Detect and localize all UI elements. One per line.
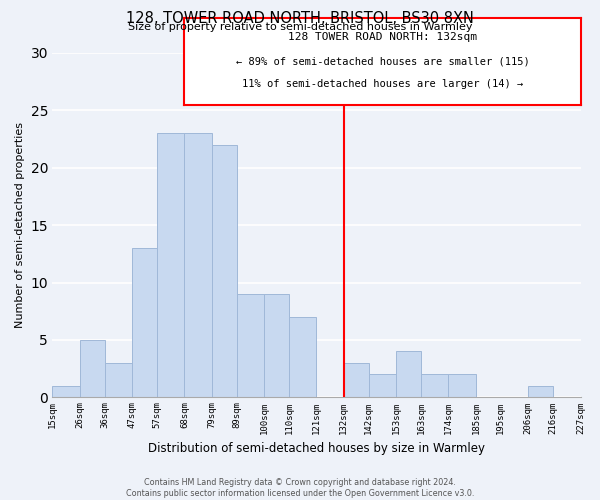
Bar (264, 294, 289, 397)
Text: 11% of semi-detached houses are larger (14) →: 11% of semi-detached houses are larger (… (242, 79, 523, 89)
Text: 128 TOWER ROAD NORTH: 132sqm: 128 TOWER ROAD NORTH: 132sqm (288, 32, 477, 42)
Text: Contains HM Land Registry data © Crown copyright and database right 2024.
Contai: Contains HM Land Registry data © Crown c… (126, 478, 474, 498)
X-axis label: Distribution of semi-detached houses by size in Warmley: Distribution of semi-detached houses by … (148, 442, 485, 455)
Text: Size of property relative to semi-detached houses in Warmley: Size of property relative to semi-detach… (128, 22, 472, 32)
Text: 128, TOWER ROAD NORTH, BRISTOL, BS30 8XN: 128, TOWER ROAD NORTH, BRISTOL, BS30 8XN (126, 11, 474, 26)
Bar (237, 294, 264, 397)
Bar (52, 386, 80, 397)
Bar (132, 248, 157, 397)
Bar (104, 363, 132, 397)
Bar (212, 145, 237, 397)
Bar (184, 134, 212, 397)
Bar (157, 134, 184, 397)
Bar (448, 374, 476, 397)
Bar (80, 340, 104, 397)
Bar (421, 374, 448, 397)
Text: ← 89% of semi-detached houses are smaller (115): ← 89% of semi-detached houses are smalle… (236, 56, 529, 66)
Bar (289, 317, 316, 397)
Y-axis label: Number of semi-detached properties: Number of semi-detached properties (15, 122, 25, 328)
Bar (528, 386, 553, 397)
Bar (396, 352, 421, 397)
Bar (344, 363, 369, 397)
Bar (369, 374, 396, 397)
